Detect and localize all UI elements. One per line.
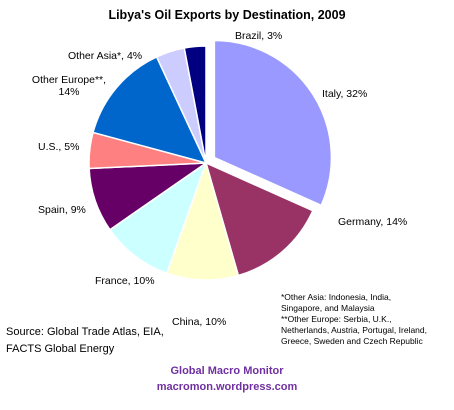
slice-label: Other Europe**, 14%: [31, 74, 107, 98]
pie-slice: [183, 45, 207, 164]
footnote: Singapore, and Malaysia: [281, 303, 375, 313]
pie-slice: [213, 39, 333, 207]
footnote: **Other Europe: Serbia, U.K.,: [281, 314, 392, 324]
pie-slice: [108, 161, 208, 275]
slice-label: U.S., 5%: [38, 141, 80, 153]
slice-label: Germany, 14%: [338, 216, 408, 228]
slice-label: Italy, 32%: [322, 88, 368, 100]
footnote: *Other Asia: Indonesia, India,: [281, 292, 392, 302]
slice-label: France, 10%: [95, 275, 155, 287]
slice-label: Brazil, 3%: [235, 30, 283, 42]
footnote: Netherlands, Austria, Portugal, Ireland,: [281, 325, 427, 335]
footnote: Greece, Sweden and Czech Republic: [281, 336, 423, 346]
slice-label: Spain, 9%: [38, 204, 86, 216]
slice-label: China, 10%: [172, 316, 227, 328]
footer: Global Macro Monitor: [170, 365, 284, 377]
chart-title: Libya's Oil Exports by Destination, 2009: [108, 8, 346, 22]
pie-slice: [92, 55, 208, 165]
source: FACTS Global Energy: [6, 343, 115, 355]
slice-label: Other Asia*, 4%: [68, 50, 143, 62]
footer: macromon.wordpress.com: [156, 381, 298, 393]
pie-slice: [204, 161, 314, 277]
source: Source: Global Trade Atlas, EIA,: [6, 326, 164, 338]
pie-slice: [165, 160, 240, 281]
